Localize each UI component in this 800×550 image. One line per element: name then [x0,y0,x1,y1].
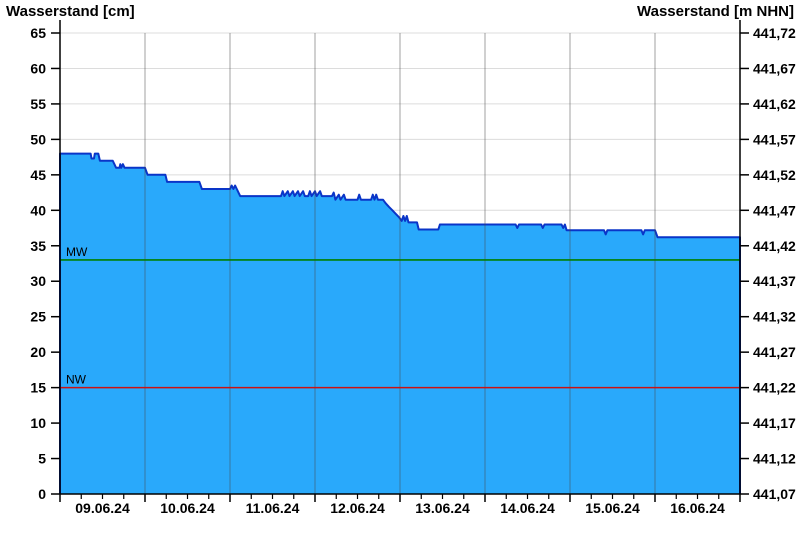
x-day-label: 14.06.24 [500,500,555,516]
right-tick-label: 441,32 [753,309,796,325]
x-day-label: 09.06.24 [75,500,130,516]
left-tick-label: 60 [30,60,46,76]
plot-area: MW NW 0 441,07 5 441,12 10 441,17 15 441,22 20 441,… [30,20,796,516]
x-day-label: 10.06.24 [160,500,215,516]
x-day-label: 12.06.24 [330,500,385,516]
right-tick-label: 441,17 [753,415,796,431]
left-tick-label: 40 [30,202,46,218]
x-day-label: 16.06.24 [670,500,725,516]
right-tick-label: 441,57 [753,131,796,147]
x-day-label: 11.06.24 [246,500,300,516]
left-tick-label: 50 [30,131,46,147]
right-tick-label: 441,47 [753,202,796,218]
right-tick-label: 441,22 [753,380,796,396]
right-tick-label: 441,52 [753,167,796,183]
left-tick-label: 65 [30,25,46,41]
left-tick-label: 55 [30,96,46,112]
right-tick-label: 441,42 [753,238,796,254]
right-tick-label: 441,37 [753,273,796,289]
left-axis-title: Wasserstand [cm] [6,3,135,20]
mw-label: MW [66,245,88,259]
left-tick-label: 20 [30,344,46,360]
x-day-label: 13.06.24 [415,500,470,516]
right-tick-label: 441,67 [753,60,796,76]
right-tick-label: 441,27 [753,344,796,360]
left-tick-label: 10 [30,415,46,431]
left-tick-label: 30 [30,273,46,289]
right-tick-label: 441,62 [753,96,796,112]
left-tick-label: 15 [30,380,46,396]
left-tick-label: 25 [30,309,46,325]
right-tick-label: 441,72 [753,25,796,41]
left-tick-label: 35 [30,238,46,254]
left-tick-label: 5 [38,451,46,467]
x-day-label: 15.06.24 [585,500,640,516]
right-tick-label: 441,07 [753,486,796,502]
right-axis-title: Wasserstand [m NHN] [637,3,794,20]
left-tick-label: 45 [30,167,46,183]
left-tick-label: 0 [38,486,46,502]
right-tick-label: 441,12 [753,451,796,467]
nw-label: NW [66,373,87,387]
